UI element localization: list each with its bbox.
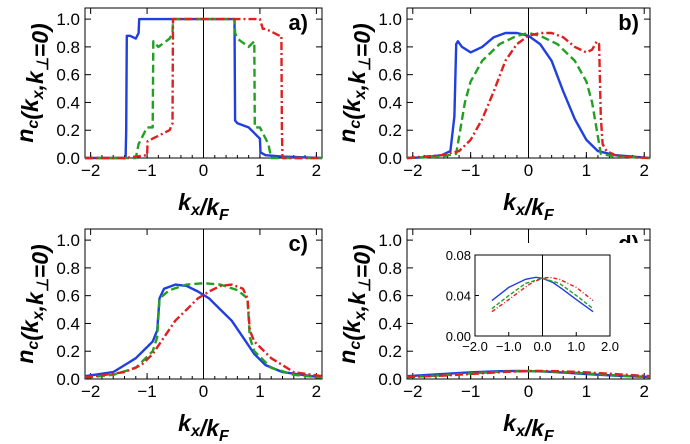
y-axis-label: nc(kx,k⊥=0) (12, 244, 53, 363)
inset-x-tick-label: −2.0 (462, 339, 488, 354)
y-tick-label: 0.8 (56, 38, 80, 57)
y-axis-label: nc(kx,k⊥=0) (12, 23, 53, 142)
x-tick-label: −2 (81, 382, 100, 401)
x-axis-label: kx/kF (178, 189, 230, 224)
y-tick-label: 0.0 (378, 370, 402, 389)
x-tick-label: 1 (582, 161, 591, 180)
y-tick-label: 1.0 (378, 10, 402, 29)
x-tick-label: −2 (81, 161, 100, 180)
x-axis-label: kx/kF (178, 410, 230, 444)
series-line-1 (406, 31, 651, 160)
x-tick-label: 1 (582, 382, 591, 401)
y-tick-label: 1.0 (56, 10, 80, 29)
series-line-2 (84, 283, 323, 379)
y-tick-label: 0.4 (378, 314, 402, 333)
x-tick-label: −1 (137, 382, 156, 401)
y-tick-label: 0.2 (56, 342, 80, 361)
y-tick-label: 0.4 (56, 314, 80, 333)
y-tick-label: 0.6 (56, 66, 80, 85)
y-tick-label: 0.6 (56, 287, 80, 306)
x-tick-label: 0 (199, 382, 208, 401)
y-axis-label: nc(kx,k⊥=0) (334, 23, 375, 142)
x-tick-label: 0 (199, 161, 208, 180)
series-line-0 (406, 31, 651, 160)
inset-series-line-1 (491, 277, 594, 310)
x-tick-label: −1 (461, 161, 480, 180)
series-line-1 (84, 282, 323, 379)
inset-x-tick-label: 0.0 (533, 339, 551, 354)
x-tick-label: 0 (524, 382, 533, 401)
y-tick-label: 0.6 (378, 66, 402, 85)
x-tick-label: 2 (639, 161, 648, 180)
y-tick-label: 0.8 (378, 38, 402, 57)
inset: −2.0 −1.0 0.0 1.0 2.0 0.00 0.04 0.08 (425, 243, 640, 366)
x-tick-label: −1 (137, 161, 156, 180)
panel-label: b) (618, 10, 639, 35)
x-tick-label: 1 (255, 382, 264, 401)
panel-a: −2 −1 0 1 2 0.0 0.2 0.4 0.6 0.8 1.0 a) kx/kF nc(kx,k⊥… (12, 7, 323, 224)
inset-series-line-2 (491, 276, 594, 313)
panel-b: −2 −1 0 1 2 0.0 0.2 0.4 0.6 0.8 1.0 b) kx/kF nc(kx,k⊥… (334, 7, 651, 224)
inset-y-tick-label: 0.08 (446, 248, 471, 263)
x-tick-label: 2 (312, 161, 321, 180)
inset-x-tick-label: 2.0 (601, 339, 619, 354)
y-tick-label: 0.8 (56, 259, 80, 278)
series-line-2 (85, 17, 322, 160)
panel-label: c) (288, 231, 308, 256)
x-tick-label: 1 (255, 161, 264, 180)
y-tick-label: 0.4 (56, 93, 80, 112)
x-tick-label: −2 (403, 161, 422, 180)
inset-x-tick-label: −1.0 (496, 339, 522, 354)
y-tick-label: 1.0 (56, 231, 80, 250)
x-tick-label: 2 (639, 382, 648, 401)
inset-x-tick-label: 1.0 (567, 339, 585, 354)
x-tick-label: 2 (312, 382, 321, 401)
y-tick-label: 0.0 (56, 149, 80, 168)
series-line-0 (84, 283, 323, 379)
y-tick-label: 0.6 (378, 287, 402, 306)
x-tick-label: −1 (461, 382, 480, 401)
y-tick-label: 0.0 (378, 149, 402, 168)
y-tick-label: 0.0 (56, 370, 80, 389)
panel-d: −2−10120.00.20.40.60.81.0d)kx/kFnc(kx,k⊥… (334, 228, 651, 444)
inset-y-tick-label: 0.00 (446, 329, 471, 344)
inset-y-tick-label: 0.04 (446, 289, 471, 304)
x-tick-label: 0 (524, 161, 533, 180)
panel-label: a) (288, 10, 308, 35)
y-tick-label: 0.2 (378, 342, 402, 361)
panel-c: −2 −1 0 1 2 0.0 0.2 0.4 0.6 0.8 1.0 c) kx/kF nc(kx,k⊥… (12, 228, 323, 444)
y-tick-label: 0.2 (378, 121, 402, 140)
x-axis-label: kx/kF (503, 189, 555, 224)
series-line-2 (406, 369, 651, 379)
x-tick-label: −2 (403, 382, 422, 401)
series-line-2 (406, 31, 651, 160)
inset-background (425, 243, 640, 366)
y-tick-label: 0.2 (56, 121, 80, 140)
y-tick-label: 0.8 (378, 259, 402, 278)
y-tick-label: 1.0 (378, 231, 402, 250)
y-tick-label: 0.4 (378, 93, 402, 112)
y-axis-label: nc(kx,k⊥=0) (334, 244, 375, 363)
x-axis-label: kx/kF (503, 410, 555, 444)
